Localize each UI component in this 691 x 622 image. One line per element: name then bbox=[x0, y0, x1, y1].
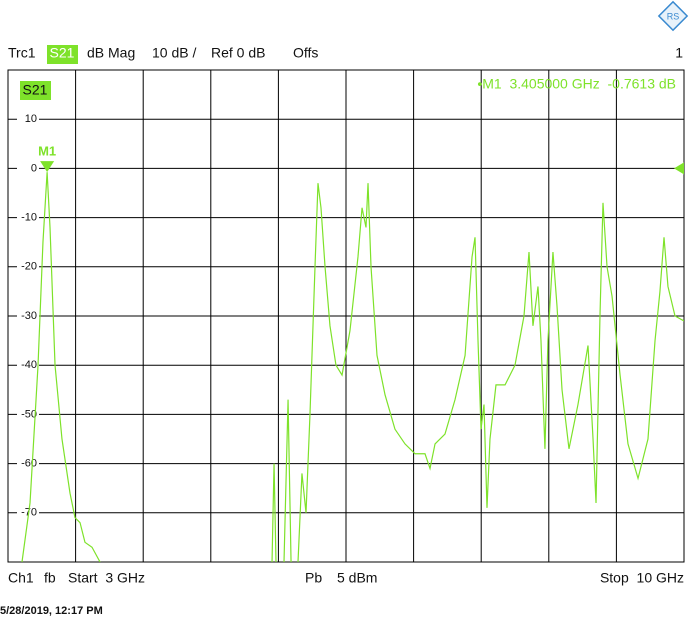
y-tick-label: -40 bbox=[21, 359, 37, 371]
trace-name: Trc1 bbox=[8, 45, 36, 61]
y-tick-label-bg bbox=[17, 456, 39, 471]
parameter: S21 bbox=[50, 45, 75, 61]
window-number: 1 bbox=[675, 45, 683, 61]
channel: Ch1 bbox=[8, 570, 34, 586]
y-tick-label-bg bbox=[17, 259, 39, 274]
y-tick-label-bg bbox=[17, 505, 39, 520]
y-tick-label-bg bbox=[17, 407, 39, 422]
reference-arrow bbox=[674, 162, 684, 175]
y-tick-label: -20 bbox=[21, 261, 37, 273]
trace-label: S21 bbox=[23, 82, 48, 98]
y-tick-label-bg bbox=[17, 112, 39, 127]
offset: Offs bbox=[293, 45, 318, 61]
y-tick-label: -60 bbox=[21, 458, 37, 470]
y-tick-label: 0 bbox=[31, 162, 37, 174]
parameter-badge bbox=[47, 45, 78, 64]
trace-badge bbox=[20, 81, 51, 100]
marker-readout: •M1 3.405000 GHz -0.7613 dB bbox=[477, 76, 676, 92]
sweep: fb bbox=[44, 570, 56, 586]
power: 5 dBm bbox=[337, 570, 377, 586]
trace bbox=[21, 172, 684, 562]
format: dB Mag bbox=[87, 45, 135, 61]
power-label: Pb bbox=[305, 570, 322, 586]
y-tick-label-bg bbox=[17, 309, 39, 323]
y-tick-label: -30 bbox=[21, 310, 37, 322]
y-tick-label-bg bbox=[17, 358, 39, 373]
logo: RS bbox=[657, 0, 689, 32]
scale: 10 dB / bbox=[152, 45, 196, 61]
y-tick-label: -10 bbox=[21, 212, 37, 224]
svg-text:RS: RS bbox=[667, 11, 680, 21]
stop: Stop 10 GHz bbox=[600, 570, 684, 586]
timestamp: 5/28/2019, 12:17 PM bbox=[0, 605, 103, 617]
start: Start 3 GHz bbox=[68, 570, 145, 586]
y-tick-label: 10 bbox=[25, 113, 37, 125]
y-tick-label: -50 bbox=[21, 408, 37, 420]
y-tick-label-bg bbox=[17, 210, 39, 225]
marker-triangle bbox=[40, 161, 55, 173]
reference: Ref 0 dB bbox=[211, 45, 265, 61]
y-tick-label-bg bbox=[17, 161, 39, 176]
marker-name: M1 bbox=[38, 144, 56, 159]
